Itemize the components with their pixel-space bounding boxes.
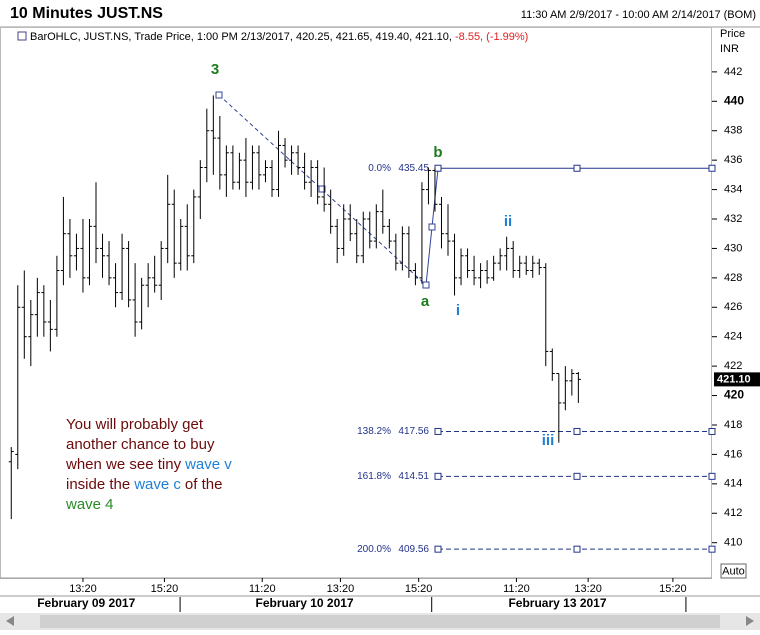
x-tick-label: 13:20 [327,583,355,595]
x-tick-label: 11:20 [503,583,530,595]
wave-label: b [433,144,442,161]
wave-label: 3 [211,61,219,78]
y-tick-label: 422 [724,360,742,372]
x-tick-label: 13:20 [574,583,602,595]
y-tick-label: 420 [724,388,744,402]
note-line: wave 4 [65,496,114,513]
chart-title: 10 Minutes JUST.NS [10,5,163,22]
fib-price: 417.56 [398,426,429,437]
last-price-box [714,372,760,387]
note-span: when we see tiny [65,456,182,473]
wave-label: iii [542,432,555,449]
note-span: another chance to buy [66,436,215,453]
note-line: another chance to buy [66,436,215,453]
fib-ratio: 200.0% [357,544,391,555]
y-tick-label: 440 [724,93,744,107]
y-tick-label: 442 [724,66,742,78]
x-tick-label: 15:20 [151,583,179,595]
x-tick-label: 13:20 [69,583,97,595]
handle [708,427,716,435]
fib-price: 409.56 [398,544,429,555]
y-tick-label: 428 [724,272,742,284]
y-axis-label: Price [720,28,745,40]
y-tick-label: 414 [724,478,742,490]
y-tick-label: 436 [724,154,742,166]
handle [573,427,581,435]
scroll-right[interactable] [746,616,754,626]
scroll-left[interactable] [6,616,14,626]
y-tick-label: 412 [724,507,742,519]
wave-label: i [456,302,460,319]
note-line: when we see tiny wave v [65,456,232,473]
y-tick-label: 434 [724,183,742,195]
note-span: wave v [184,456,232,473]
day-label: February 09 2017 [37,596,135,610]
handle [428,223,436,231]
handle [573,545,581,553]
wave-label: a [421,293,430,310]
note-span: wave c [133,476,181,493]
info-change: -8.55, (-1.99%) [455,31,528,43]
auto-label[interactable]: Auto [722,565,745,577]
handle [434,545,442,553]
y-tick-label: 416 [724,448,742,460]
y-tick-label: 410 [724,537,742,549]
handle [318,185,326,193]
fib-ratio: 138.2% [357,426,391,437]
y-tick-label: 424 [724,331,742,343]
y-tick-label: 418 [724,419,742,431]
wave-label: ii [504,213,512,230]
handle [708,545,716,553]
note-line: inside the wave c of the [66,476,222,493]
info-text: BarOHLC, JUST.NS, Trade Price, 1:00 PM 2… [30,31,452,43]
handle [573,472,581,480]
handle [708,472,716,480]
x-tick-label: 15:20 [405,583,433,595]
scroll-thumb[interactable] [40,615,720,628]
y-tick-label: 426 [724,301,742,313]
fib-ratio: 0.0% [368,163,391,174]
x-tick-label: 15:20 [659,583,687,595]
handle [422,281,430,289]
fib-ratio: 161.8% [357,471,391,482]
y-tick-label: 438 [724,125,742,137]
range-label: 11:30 AM 2/9/2017 - 10:00 AM 2/14/2017 (… [521,9,756,21]
x-tick-label: 11:20 [249,583,276,595]
auto-button[interactable] [720,563,747,579]
fib-price: 435.45 [398,163,429,174]
note-span: inside the [66,476,130,493]
handle [573,164,581,172]
note-span: You will probably get [66,416,204,433]
handle [215,91,223,99]
last-price-label: 421.10 [717,373,751,385]
handle [434,427,442,435]
note-span: of the [185,476,223,493]
handle [708,164,716,172]
handle [434,472,442,480]
y-axis-unit: INR [720,43,739,55]
info-icon [17,31,27,41]
y-tick-label: 432 [724,213,742,225]
y-tick-label: 430 [724,242,742,254]
fib-price: 414.51 [398,471,429,482]
note-line: You will probably get [66,416,204,433]
day-label: February 10 2017 [256,596,354,610]
note-span: wave 4 [65,496,114,513]
day-label: February 13 2017 [508,596,606,610]
info-line: BarOHLC, JUST.NS, Trade Price, 1:00 PM 2… [30,31,528,43]
handle [434,164,442,172]
